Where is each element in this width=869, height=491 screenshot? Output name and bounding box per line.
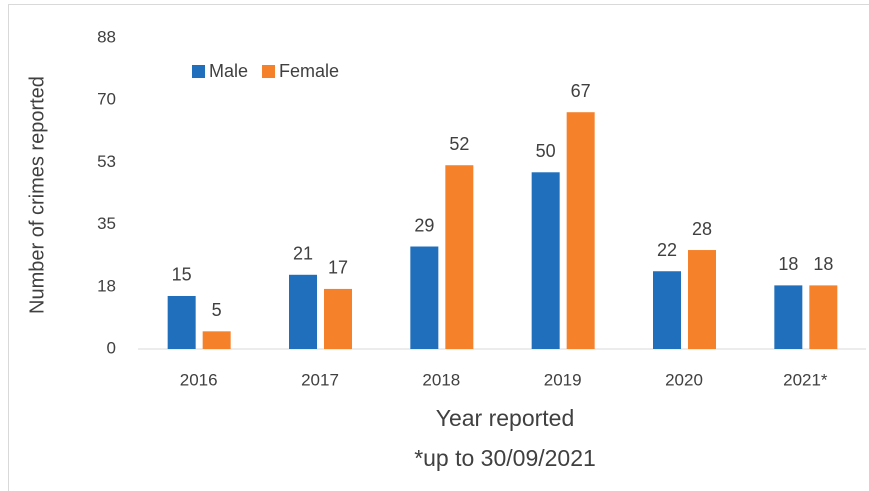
data-label: 17 xyxy=(328,258,348,278)
y-tick-label: 0 xyxy=(107,338,116,357)
y-axis-title: Number of crimes reported xyxy=(26,76,48,314)
bar xyxy=(202,331,231,349)
annotation: *up to 30/09/2021 xyxy=(414,445,596,471)
bar xyxy=(809,285,838,349)
data-label: 29 xyxy=(414,215,434,235)
data-label: 18 xyxy=(813,254,833,274)
x-tick-label: 2021* xyxy=(783,370,828,389)
x-tick-label: 2017 xyxy=(301,370,339,389)
legend-label: Male xyxy=(209,61,248,81)
bar xyxy=(410,246,439,349)
chart-border xyxy=(8,4,869,491)
bar xyxy=(445,165,474,349)
data-label: 67 xyxy=(571,81,591,101)
bar xyxy=(774,285,803,349)
x-tick-label: 2016 xyxy=(180,370,218,389)
bar xyxy=(566,112,595,349)
legend-swatch xyxy=(192,65,205,78)
data-label: 15 xyxy=(172,265,192,285)
data-label: 18 xyxy=(778,254,798,274)
x-tick-label: 2019 xyxy=(544,370,582,389)
data-label: 52 xyxy=(449,134,469,154)
y-tick-label: 88 xyxy=(97,27,116,46)
y-tick-label: 70 xyxy=(97,90,116,109)
y-tick-label: 53 xyxy=(97,152,116,171)
data-label: 22 xyxy=(657,240,677,260)
bar xyxy=(167,295,196,349)
data-label: 5 xyxy=(212,300,222,320)
bar xyxy=(531,172,560,349)
data-label: 21 xyxy=(293,244,313,264)
legend-swatch xyxy=(262,65,276,78)
x-tick-label: 2020 xyxy=(665,370,703,389)
x-axis-title: Year reported xyxy=(436,405,575,431)
y-tick-label: 18 xyxy=(97,276,116,295)
data-label: 50 xyxy=(536,141,556,161)
x-tick-label: 2018 xyxy=(422,370,460,389)
bar xyxy=(653,271,681,349)
legend-label: Female xyxy=(279,61,339,81)
data-label: 28 xyxy=(692,219,712,239)
bar xyxy=(289,274,317,349)
y-tick-label: 35 xyxy=(97,214,116,233)
bar xyxy=(688,250,716,349)
bar xyxy=(324,288,352,349)
